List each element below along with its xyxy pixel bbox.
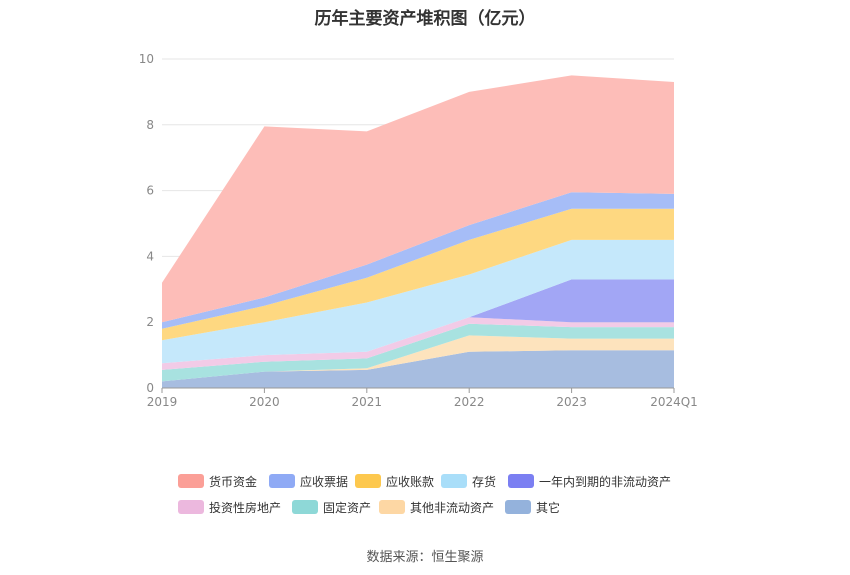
legend-item[interactable]: 货币资金: [178, 472, 257, 490]
area-series-5: [162, 239, 674, 364]
y-tick-label: 0: [146, 381, 154, 395]
legend-label: 存货: [472, 474, 497, 489]
x-tick-label: 2021: [352, 395, 383, 409]
legend-label: 其它: [536, 500, 561, 515]
legend-label: 投资性房地产: [209, 500, 282, 515]
legend-item[interactable]: 应收票据: [269, 472, 348, 490]
legend-item[interactable]: 投资性房地产: [178, 498, 281, 516]
legend-item[interactable]: 存货: [441, 472, 496, 490]
area-series-0: [162, 350, 674, 388]
data-source-note: 数据来源：恒生聚源: [366, 550, 484, 565]
legend-label: 货币资金: [209, 474, 258, 489]
area-series-2: [162, 323, 674, 382]
area-series-1: [162, 335, 674, 382]
x-tick-label: 2024Q1: [650, 395, 698, 409]
legend-swatch: [292, 500, 318, 514]
x-tick-label: 2023: [556, 395, 587, 409]
legend-swatch: [505, 500, 531, 514]
legend-item[interactable]: 其他非流动资产: [379, 498, 494, 516]
area-series-4: [162, 279, 674, 364]
area-series-8: [162, 75, 674, 323]
legend-swatch: [178, 474, 204, 488]
legend-item[interactable]: 应收账款: [355, 472, 434, 490]
legend-swatch: [178, 500, 204, 514]
legend-item[interactable]: 固定资产: [292, 498, 371, 516]
legend-swatch: [508, 474, 534, 488]
legend-item[interactable]: 其它: [505, 498, 560, 516]
legend-item[interactable]: 一年内到期的非流动资产: [508, 472, 671, 490]
chart-title: 历年主要资产堆积图（亿元）: [314, 9, 536, 29]
y-tick-label: 2: [146, 315, 154, 329]
y-tick-label: 10: [139, 52, 154, 66]
legend-swatch: [379, 500, 405, 514]
y-tick-label: 6: [146, 184, 154, 198]
y-tick-label: 4: [146, 249, 154, 263]
y-tick-label: 8: [146, 118, 154, 132]
x-tick-label: 2020: [249, 395, 280, 409]
legend-swatch: [269, 474, 295, 488]
x-tick-label: 2019: [147, 395, 178, 409]
legend-label: 固定资产: [323, 500, 372, 515]
legend-swatch: [355, 474, 381, 488]
legend-label: 应收票据: [300, 474, 349, 489]
legend-label: 一年内到期的非流动资产: [539, 474, 672, 489]
area-series-3: [162, 317, 674, 370]
x-tick-label: 2022: [454, 395, 485, 409]
area-series: [162, 75, 674, 388]
axes: 0 2 4 6 8 10 2019 2020 2021 2022 2023 2024Q1: [139, 52, 698, 409]
legend-swatch: [441, 474, 467, 488]
legend-label: 其他非流动资产: [410, 500, 495, 515]
legend-label: 应收账款: [386, 474, 435, 489]
area-series-6: [162, 208, 674, 341]
area-series-7: [162, 192, 674, 329]
